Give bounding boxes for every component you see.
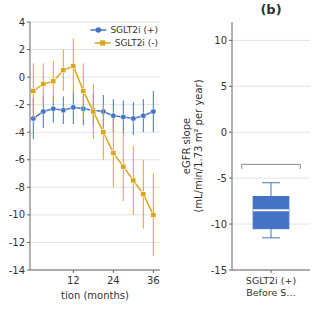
y-tick-label: -10 — [9, 209, 25, 220]
point — [111, 150, 116, 155]
y-tick-label: -6 — [15, 154, 25, 165]
y-tick-label: -8 — [15, 182, 25, 193]
y-tick-label: 5 — [221, 81, 227, 92]
grid-line — [30, 159, 160, 160]
point — [141, 192, 146, 197]
point — [61, 107, 67, 113]
x-tick-label: 12 — [67, 275, 80, 286]
point — [121, 164, 126, 169]
series — [31, 39, 156, 257]
plot-area — [31, 39, 157, 257]
y-tick-label: -2 — [15, 99, 25, 110]
x-tick-label: 36 — [147, 275, 160, 286]
y-tick-label: -12 — [9, 237, 25, 248]
point — [151, 109, 157, 115]
grid-line — [232, 178, 310, 179]
grid-line — [30, 49, 160, 50]
legend-label: SGLT2i (+) — [110, 25, 158, 35]
y-tick-label: -5 — [217, 173, 227, 184]
point — [81, 88, 86, 93]
bracket — [242, 164, 301, 169]
chart-root: -14-12-10-8-6-4-2024122436tion (months)S… — [0, 0, 320, 320]
grid-line — [232, 86, 310, 87]
legend-label: SGLT2i (-) — [115, 38, 158, 48]
title: (b) — [260, 2, 281, 17]
cap-low — [262, 237, 280, 238]
x-axis — [30, 270, 160, 271]
point — [51, 79, 56, 84]
grid-line — [232, 40, 310, 41]
point — [141, 113, 147, 119]
grid-line — [30, 270, 160, 271]
grid-line — [30, 77, 160, 78]
median — [253, 209, 289, 211]
point — [121, 114, 127, 120]
legend-marker — [100, 40, 105, 45]
point — [131, 178, 136, 183]
y-tick-label: 2 — [19, 44, 25, 55]
y-tick-label: 10 — [214, 35, 227, 46]
x-tick-label: SGLT2i (+)Before S… — [246, 275, 296, 298]
y-tick-label: -10 — [211, 219, 227, 230]
grid-line — [30, 242, 160, 243]
x-tick-label: 24 — [107, 275, 120, 286]
point — [71, 63, 76, 68]
point — [31, 88, 36, 93]
y-tick-label: 4 — [19, 17, 25, 28]
grid-line — [30, 187, 160, 188]
y-tick-label: 0 — [19, 72, 25, 83]
y-axis — [30, 22, 31, 270]
point — [111, 113, 117, 119]
point — [71, 105, 77, 111]
grid-line — [232, 132, 310, 133]
box — [253, 183, 289, 238]
point — [41, 109, 47, 115]
y-tick-label: -15 — [211, 265, 227, 276]
point — [101, 130, 106, 135]
grid-line — [232, 270, 310, 271]
grid-line — [30, 104, 160, 105]
text-line: eGFR slope — [181, 118, 192, 174]
series-line — [33, 66, 153, 215]
x-axis-label: tion (months) — [61, 290, 129, 301]
point — [41, 81, 46, 86]
text-line: SGLT2i (+) — [246, 275, 296, 286]
y-tick-label: 0 — [221, 127, 227, 138]
point — [61, 68, 66, 73]
y-tick-label: -4 — [15, 127, 25, 138]
box-body — [253, 197, 289, 229]
grid-line — [30, 22, 160, 23]
text-line: Before S… — [246, 287, 296, 298]
x-axis — [232, 270, 310, 271]
y-axis-label: eGFR slope(mL/min/1.73 m² per year) — [181, 79, 204, 212]
whisker-high — [271, 183, 272, 197]
grid-line — [30, 214, 160, 215]
whisker-low — [271, 229, 272, 238]
point — [151, 212, 156, 217]
legend: SGLT2i (+) SGLT2i (-) — [90, 25, 158, 48]
legend-marker — [96, 27, 102, 33]
text-line: (mL/min/1.73 m² per year) — [193, 79, 204, 212]
point — [51, 106, 57, 112]
y-tick-label: -14 — [9, 265, 25, 276]
y-axis — [232, 22, 233, 270]
cap-high — [262, 182, 280, 183]
plot-area — [242, 164, 301, 237]
grid-line — [30, 132, 160, 133]
point — [91, 109, 96, 114]
point — [131, 116, 137, 122]
